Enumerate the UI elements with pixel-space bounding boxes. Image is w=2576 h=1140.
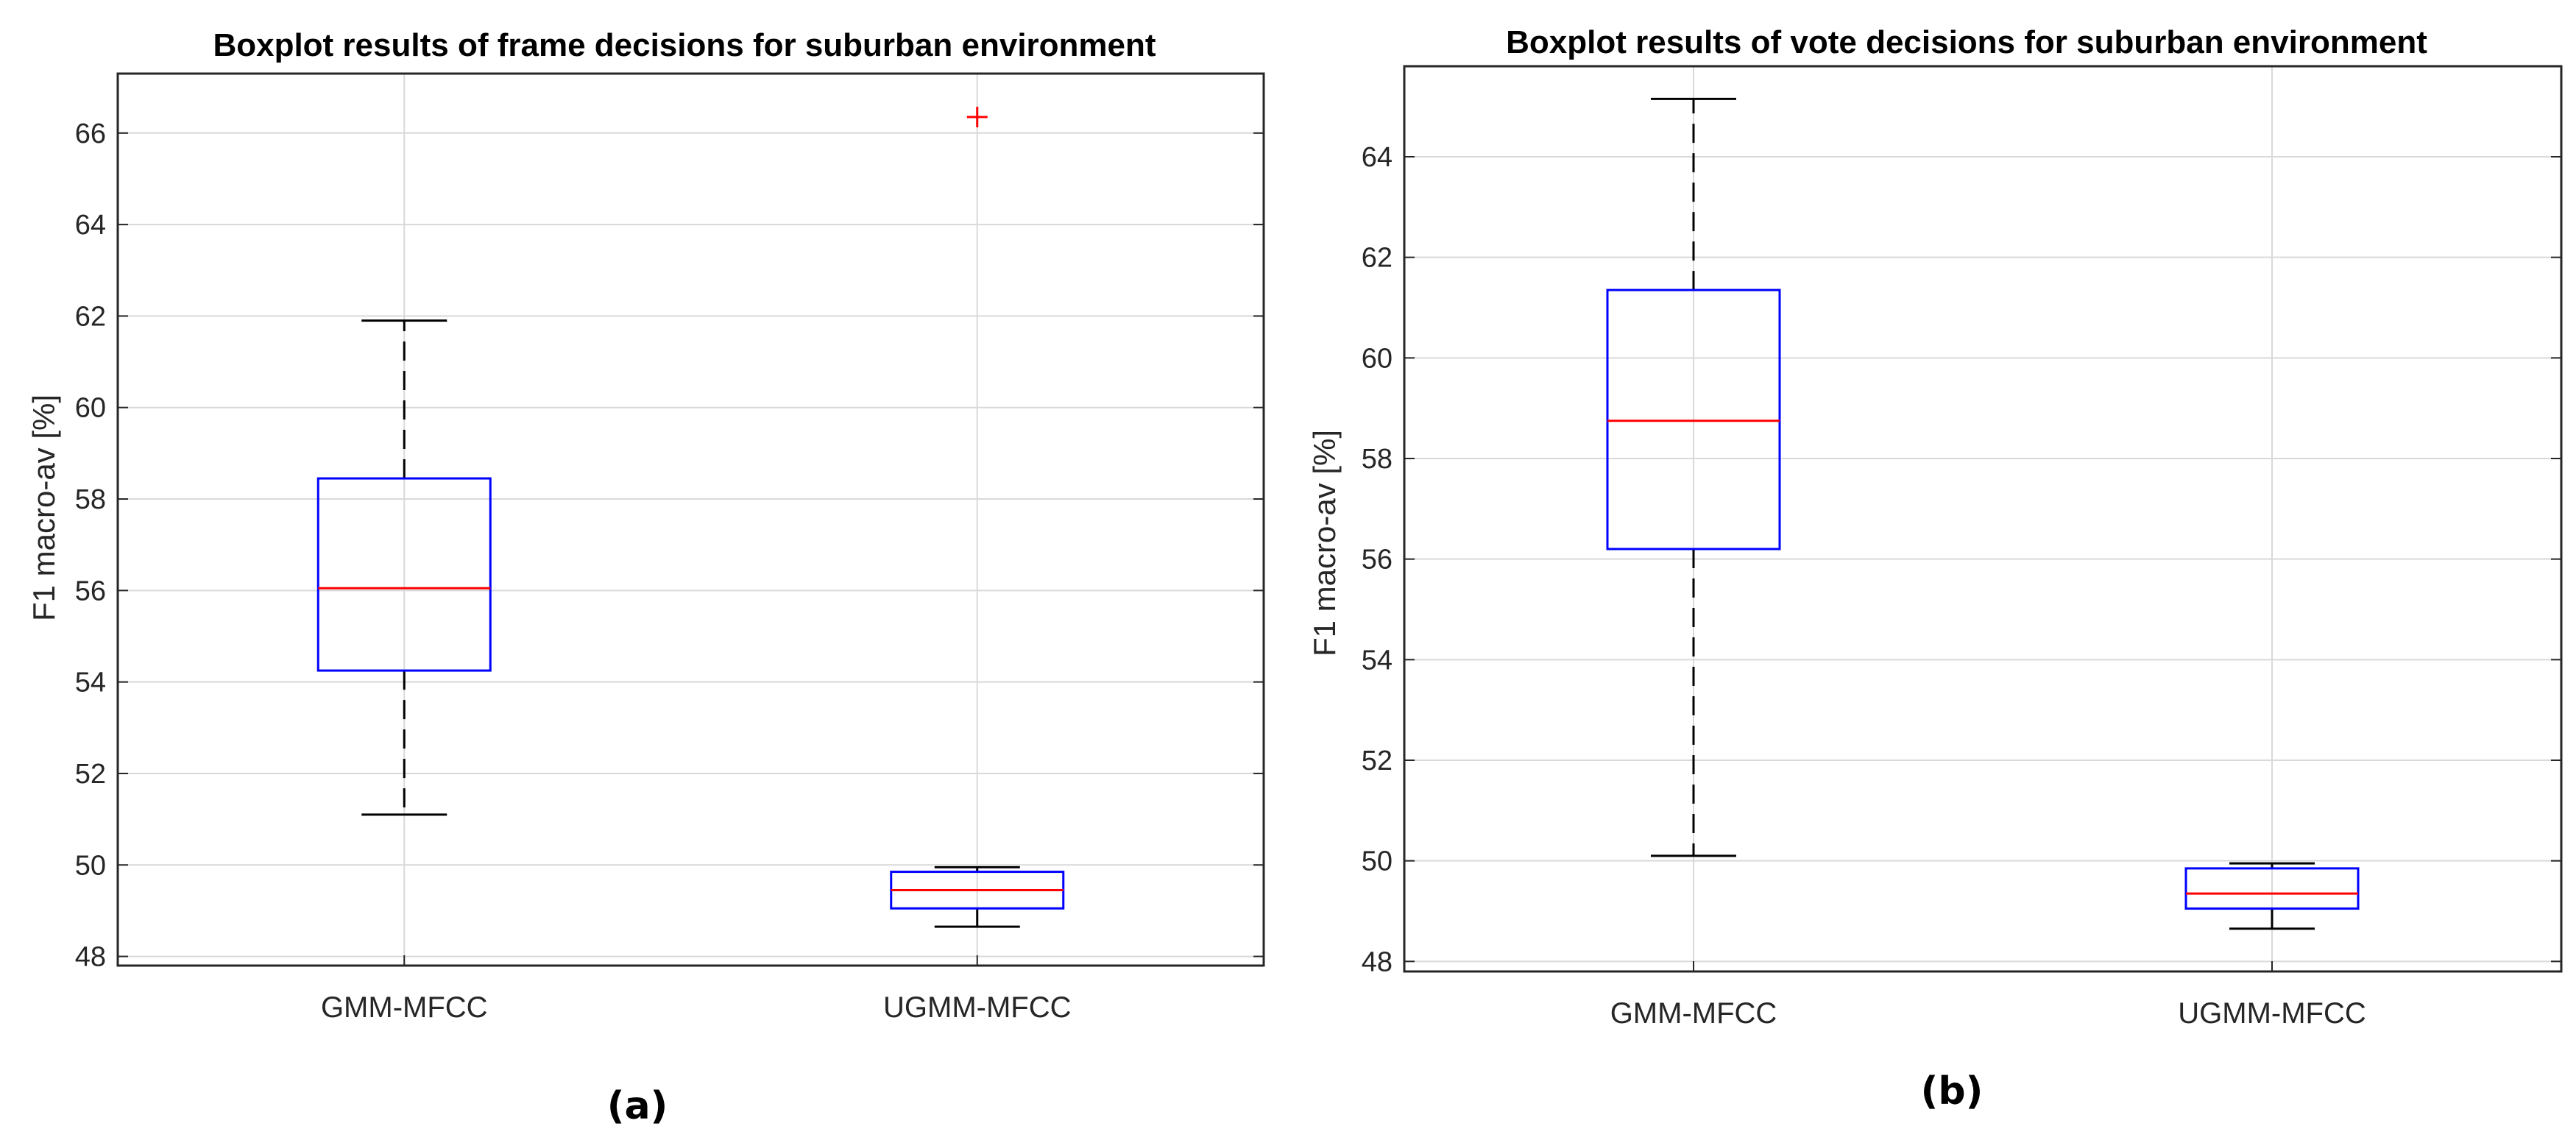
y-tick-label: 66 <box>75 118 106 149</box>
x-tick-label: UGMM-MFCC <box>883 991 1072 1024</box>
panel-label: (a) <box>607 1084 668 1128</box>
x-tick-label: UGMM-MFCC <box>2178 997 2366 1030</box>
x-tick-label: GMM-MFCC <box>321 991 488 1024</box>
y-tick-label: 56 <box>1362 545 1393 576</box>
y-tick-label: 58 <box>75 484 106 515</box>
y-ticks: 48 50 52 54 56 58 60 62 64 66 <box>75 118 1264 973</box>
x-tick-label: GMM-MFCC <box>1610 997 1777 1030</box>
box-ugmm-mfcc <box>890 107 1065 928</box>
y-tick-label: 64 <box>75 210 106 241</box>
boxes <box>316 107 1065 928</box>
y-tick-label: 48 <box>1362 946 1393 977</box>
y-tick-label: 50 <box>75 850 106 881</box>
y-tick-label: 54 <box>1362 645 1393 676</box>
y-tick-label: 60 <box>75 393 106 424</box>
box-gmm-mfcc <box>316 319 492 816</box>
panel-b: Boxplot results of vote decisions for su… <box>1307 24 2563 1114</box>
panel-a: Boxplot results of frame decisions for s… <box>26 27 1265 1128</box>
x-categories: GMM-MFCC UGMM-MFCC <box>321 991 1072 1024</box>
grid <box>1404 66 2561 971</box>
y-tick-label: 58 <box>1362 444 1393 475</box>
y-tick-label: 60 <box>1362 343 1393 374</box>
plot-frame <box>116 72 1265 967</box>
y-tick-label: 64 <box>1362 142 1393 173</box>
chart-title: Boxplot results of vote decisions for su… <box>1506 24 2427 60</box>
box-ugmm-mfcc <box>2184 862 2360 930</box>
boxes <box>1606 97 2360 930</box>
y-axis-label: F1 macro-av [%] <box>26 394 61 621</box>
chart-title: Boxplot results of frame decisions for s… <box>213 27 1156 63</box>
y-axis-label: F1 macro-av [%] <box>1307 430 1342 656</box>
y-tick-label: 52 <box>75 759 106 790</box>
box-iqr <box>1606 288 1781 550</box>
plot-frame <box>1403 65 2563 973</box>
grid <box>118 74 1264 966</box>
y-tick-label: 52 <box>1362 746 1393 776</box>
y-tick-label: 54 <box>75 668 106 698</box>
y-tick-label: 48 <box>75 942 106 973</box>
panel-label: (b) <box>1921 1069 1984 1114</box>
x-categories: GMM-MFCC UGMM-MFCC <box>1610 997 2366 1030</box>
box-iqr <box>316 477 492 672</box>
y-tick-label: 56 <box>75 576 106 606</box>
y-tick-label: 62 <box>1362 243 1393 274</box>
box-gmm-mfcc <box>1606 97 1781 857</box>
y-tick-label: 50 <box>1362 846 1393 877</box>
y-ticks: 48 50 52 54 56 58 60 62 64 <box>1362 142 2561 977</box>
outlier-point <box>966 107 988 128</box>
box-iqr <box>2184 867 2360 910</box>
y-tick-label: 62 <box>75 301 106 332</box>
